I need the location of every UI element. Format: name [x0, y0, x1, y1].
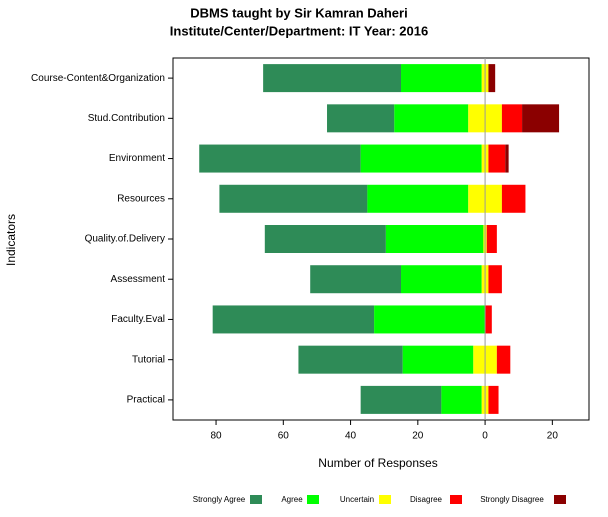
x-tick-label: 60: [278, 431, 290, 442]
bar-segment: [505, 144, 509, 173]
legend-label: Disagree: [410, 495, 443, 504]
legend-label: Agree: [281, 495, 303, 504]
y-tick-label: Tutorial: [132, 354, 165, 365]
bar-segment: [402, 345, 474, 374]
x-tick-label: 80: [210, 431, 222, 442]
chart-subtitle: Institute/Center/Department: IT Year: 20…: [170, 23, 428, 38]
bar-segment: [199, 144, 361, 173]
x-tick-label: 20: [547, 431, 559, 442]
bar-segment: [488, 64, 496, 93]
bar-segment: [488, 265, 502, 294]
legend-swatch: [379, 495, 391, 504]
x-tick-label: 0: [482, 431, 488, 442]
legend-label: Strongly Agree: [193, 495, 246, 504]
bar-segment: [327, 104, 395, 133]
y-axis-label: Indicators: [4, 214, 18, 266]
y-tick-label: Faculty.Eval: [111, 314, 165, 325]
legend-label: Strongly Disagree: [480, 495, 544, 504]
bar-segment: [374, 305, 486, 334]
y-tick-label: Assessment: [111, 274, 166, 285]
bar-segment: [401, 64, 482, 93]
bar-segment: [298, 345, 403, 374]
bar-segment: [219, 184, 368, 213]
legend-swatch: [307, 495, 319, 504]
bar-segment: [441, 385, 482, 414]
bar-segment: [394, 104, 469, 133]
chart-title: DBMS taught by Sir Kamran Daheri: [190, 5, 407, 20]
legend-swatch: [250, 495, 262, 504]
y-tick-label: Practical: [127, 395, 165, 406]
bar-segment: [488, 144, 506, 173]
y-tick-label: Quality.of.Delivery: [85, 234, 165, 245]
bar-segment: [360, 144, 482, 173]
bar-segment: [501, 184, 526, 213]
y-tick-label: Environment: [109, 153, 165, 164]
x-tick-label: 40: [345, 431, 357, 442]
bar-segment: [501, 104, 523, 133]
bar-segment: [360, 385, 442, 414]
legend-label: Uncertain: [340, 495, 374, 504]
y-tick-label: Course-Content&Organization: [31, 73, 165, 84]
legend-swatch: [450, 495, 462, 504]
bar-segment: [263, 64, 402, 93]
y-tick-label: Resources: [117, 193, 165, 204]
x-tick-label: 20: [412, 431, 424, 442]
x-axis-label: Number of Responses: [318, 456, 437, 470]
bar-segment: [264, 225, 386, 253]
bar-segment: [401, 265, 482, 294]
bar-segment: [485, 305, 492, 334]
bar-segment: [212, 305, 375, 334]
bar-segment: [488, 385, 499, 414]
bar-segment: [310, 265, 402, 294]
bar-segment: [385, 225, 484, 253]
bar-segment: [496, 345, 511, 374]
y-tick-label: Stud.Contribution: [88, 113, 165, 124]
bar-segment: [522, 104, 560, 133]
bar-segment: [367, 184, 469, 213]
legend-swatch: [554, 495, 566, 504]
bar-segment: [486, 225, 497, 253]
